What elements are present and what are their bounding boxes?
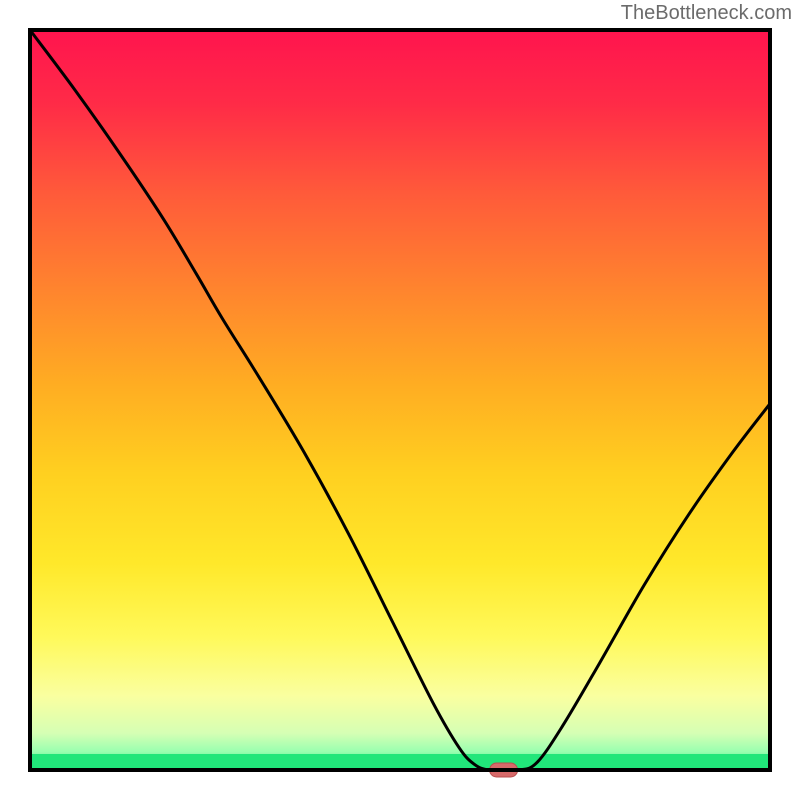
plot-background: [30, 30, 770, 770]
bottom-green-band: [30, 754, 770, 770]
bottleneck-chart: [0, 0, 800, 800]
watermark-text: TheBottleneck.com: [621, 2, 792, 25]
